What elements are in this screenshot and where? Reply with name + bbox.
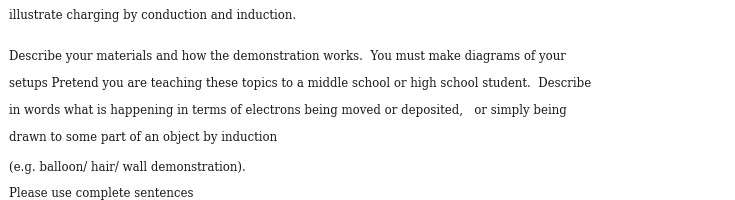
Text: illustrate charging by conduction and induction.: illustrate charging by conduction and in… [9, 9, 296, 22]
Text: Please use complete sentences: Please use complete sentences [9, 187, 193, 200]
Text: in words what is happening in terms of electrons being moved or deposited,   or : in words what is happening in terms of e… [9, 104, 567, 117]
Text: (e.g. balloon/ hair/ wall demonstration).: (e.g. balloon/ hair/ wall demonstration)… [9, 161, 245, 174]
Text: setups Pretend you are teaching these topics to a middle school or high school s: setups Pretend you are teaching these to… [9, 77, 591, 90]
Text: Describe your materials and how the demonstration works.  You must make diagrams: Describe your materials and how the demo… [9, 50, 566, 63]
Text: drawn to some part of an object by induction: drawn to some part of an object by induc… [9, 131, 277, 144]
